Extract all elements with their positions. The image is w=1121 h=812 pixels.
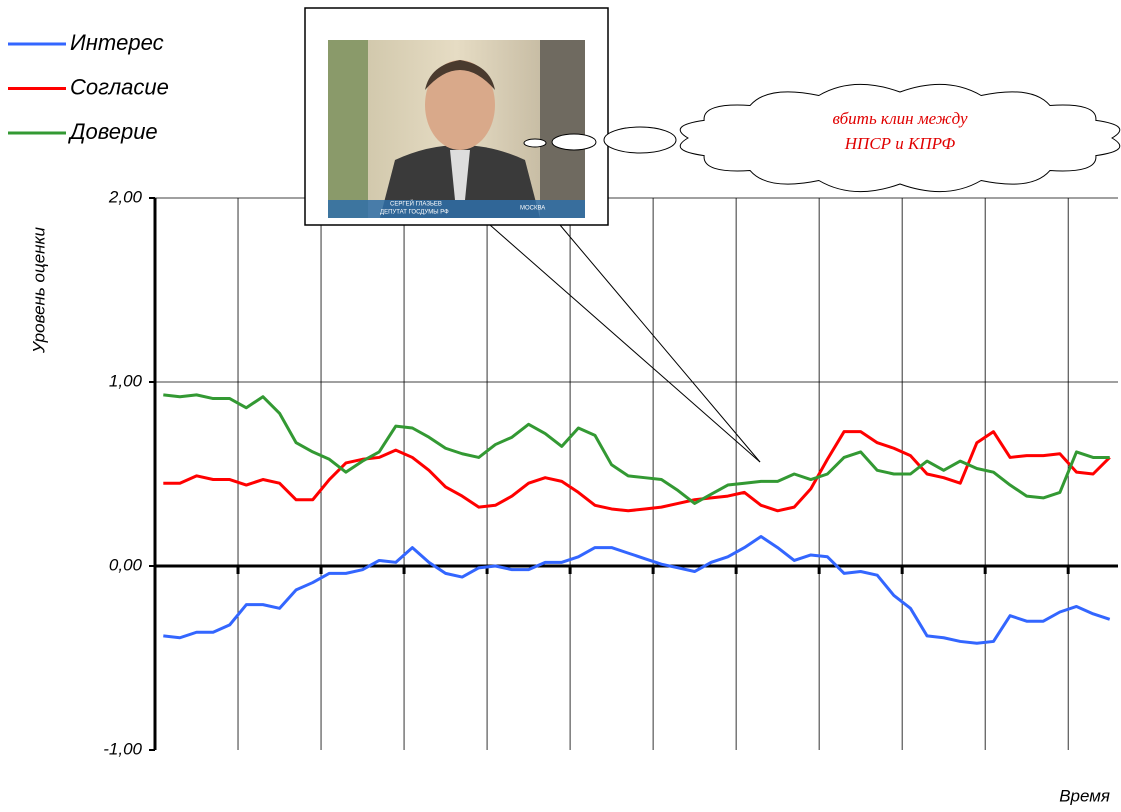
series-line — [163, 430, 1111, 513]
photo-caption: СЕРГЕЙ ГЛАЗЬЕВ — [390, 200, 442, 208]
thought-cloud — [679, 83, 1121, 193]
photo-caption: ДЕПУТАТ ГОСДУМЫ РФ — [380, 210, 449, 216]
y-tick-label: 1,00 — [109, 371, 143, 390]
callout: СЕРГЕЙ ГЛАЗЬЕВ ДЕПУТАТ ГОСДУМЫ РФ МОСКВА… — [304, 7, 1121, 463]
cloud-text: вбить клин между — [832, 109, 968, 128]
y-axis-label: Уровень оценки — [29, 226, 48, 354]
callout-pointer — [559, 224, 761, 463]
photo-caption: МОСКВА — [520, 206, 545, 212]
y-tick-label: -1,00 — [103, 739, 142, 758]
series-line — [163, 393, 1110, 505]
series-line — [163, 535, 1111, 645]
legend-label: Доверие — [67, 119, 158, 144]
photo-door — [540, 40, 585, 218]
plot-area: -1,00 0,00 1,00 2,00 — [103, 187, 1118, 758]
photo-shirt — [450, 150, 470, 200]
thought-bubble — [551, 133, 597, 151]
x-axis-label: Время — [1059, 786, 1110, 805]
legend: Интерес Согласие Доверие — [8, 30, 169, 144]
legend-label: Согласие — [70, 74, 169, 99]
y-tick-label: 2,00 — [108, 187, 143, 206]
photo-hair — [425, 60, 495, 90]
legend-label: Интерес — [70, 30, 164, 55]
thought-bubble — [523, 138, 547, 148]
thought-bubble — [603, 126, 677, 154]
y-tick-label: 0,00 — [109, 555, 143, 574]
photo-caption-bar — [328, 200, 585, 218]
photo-face — [425, 60, 495, 150]
photo-plant — [328, 40, 368, 218]
callout-pointer — [489, 224, 761, 463]
cloud-text: НПСР и КПРФ — [844, 134, 956, 153]
